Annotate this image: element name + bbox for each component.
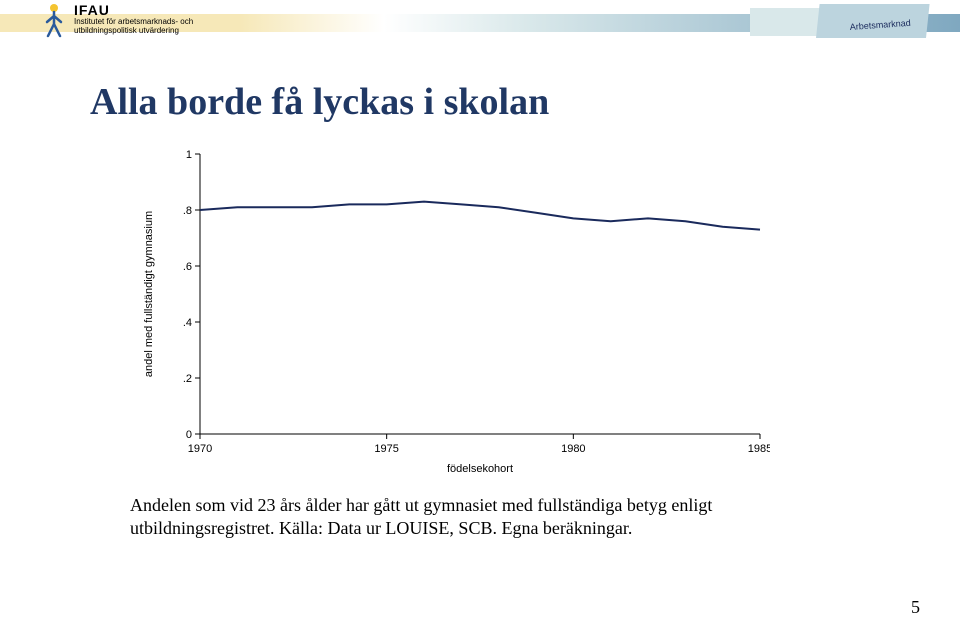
chart-container: 0 .2 .4 .6 .8 1 1970 1975 1980 1985 födelsekohort a… [130, 144, 770, 484]
header-right-decor: Arbetsmarknad [750, 0, 930, 44]
svg-text:1975: 1975 [374, 443, 398, 455]
chart-caption: Andelen som vid 23 års ålder har gått ut… [130, 494, 770, 541]
svg-text:födelsekohort: födelsekohort [447, 463, 513, 475]
svg-text:.4: .4 [183, 317, 192, 329]
page-title: Alla borde få lyckas i skolan [90, 80, 960, 124]
svg-text:.8: .8 [183, 205, 192, 217]
page-number: 5 [911, 597, 920, 618]
svg-text:andel med fullständigt gymnasi: andel med fullständigt gymnasium [143, 211, 155, 377]
svg-text:1: 1 [186, 149, 192, 161]
ifau-logo-icon [40, 2, 68, 38]
svg-text:1985: 1985 [748, 443, 770, 455]
svg-text:.2: .2 [183, 373, 192, 385]
org-abbrev: IFAU [74, 2, 193, 18]
svg-text:.6: .6 [183, 261, 192, 273]
svg-text:1970: 1970 [188, 443, 212, 455]
line-chart: 0 .2 .4 .6 .8 1 1970 1975 1980 1985 födelsekohort a… [130, 144, 770, 484]
logo-block: IFAU Institutet för arbetsmarknads- och … [40, 2, 193, 38]
svg-text:0: 0 [186, 429, 192, 441]
logo-text: IFAU Institutet för arbetsmarknads- och … [74, 2, 193, 36]
org-full-line2: utbildningspolitisk utvärdering [74, 27, 193, 36]
svg-text:1980: 1980 [561, 443, 585, 455]
slide-header: IFAU Institutet för arbetsmarknads- och … [0, 0, 960, 50]
